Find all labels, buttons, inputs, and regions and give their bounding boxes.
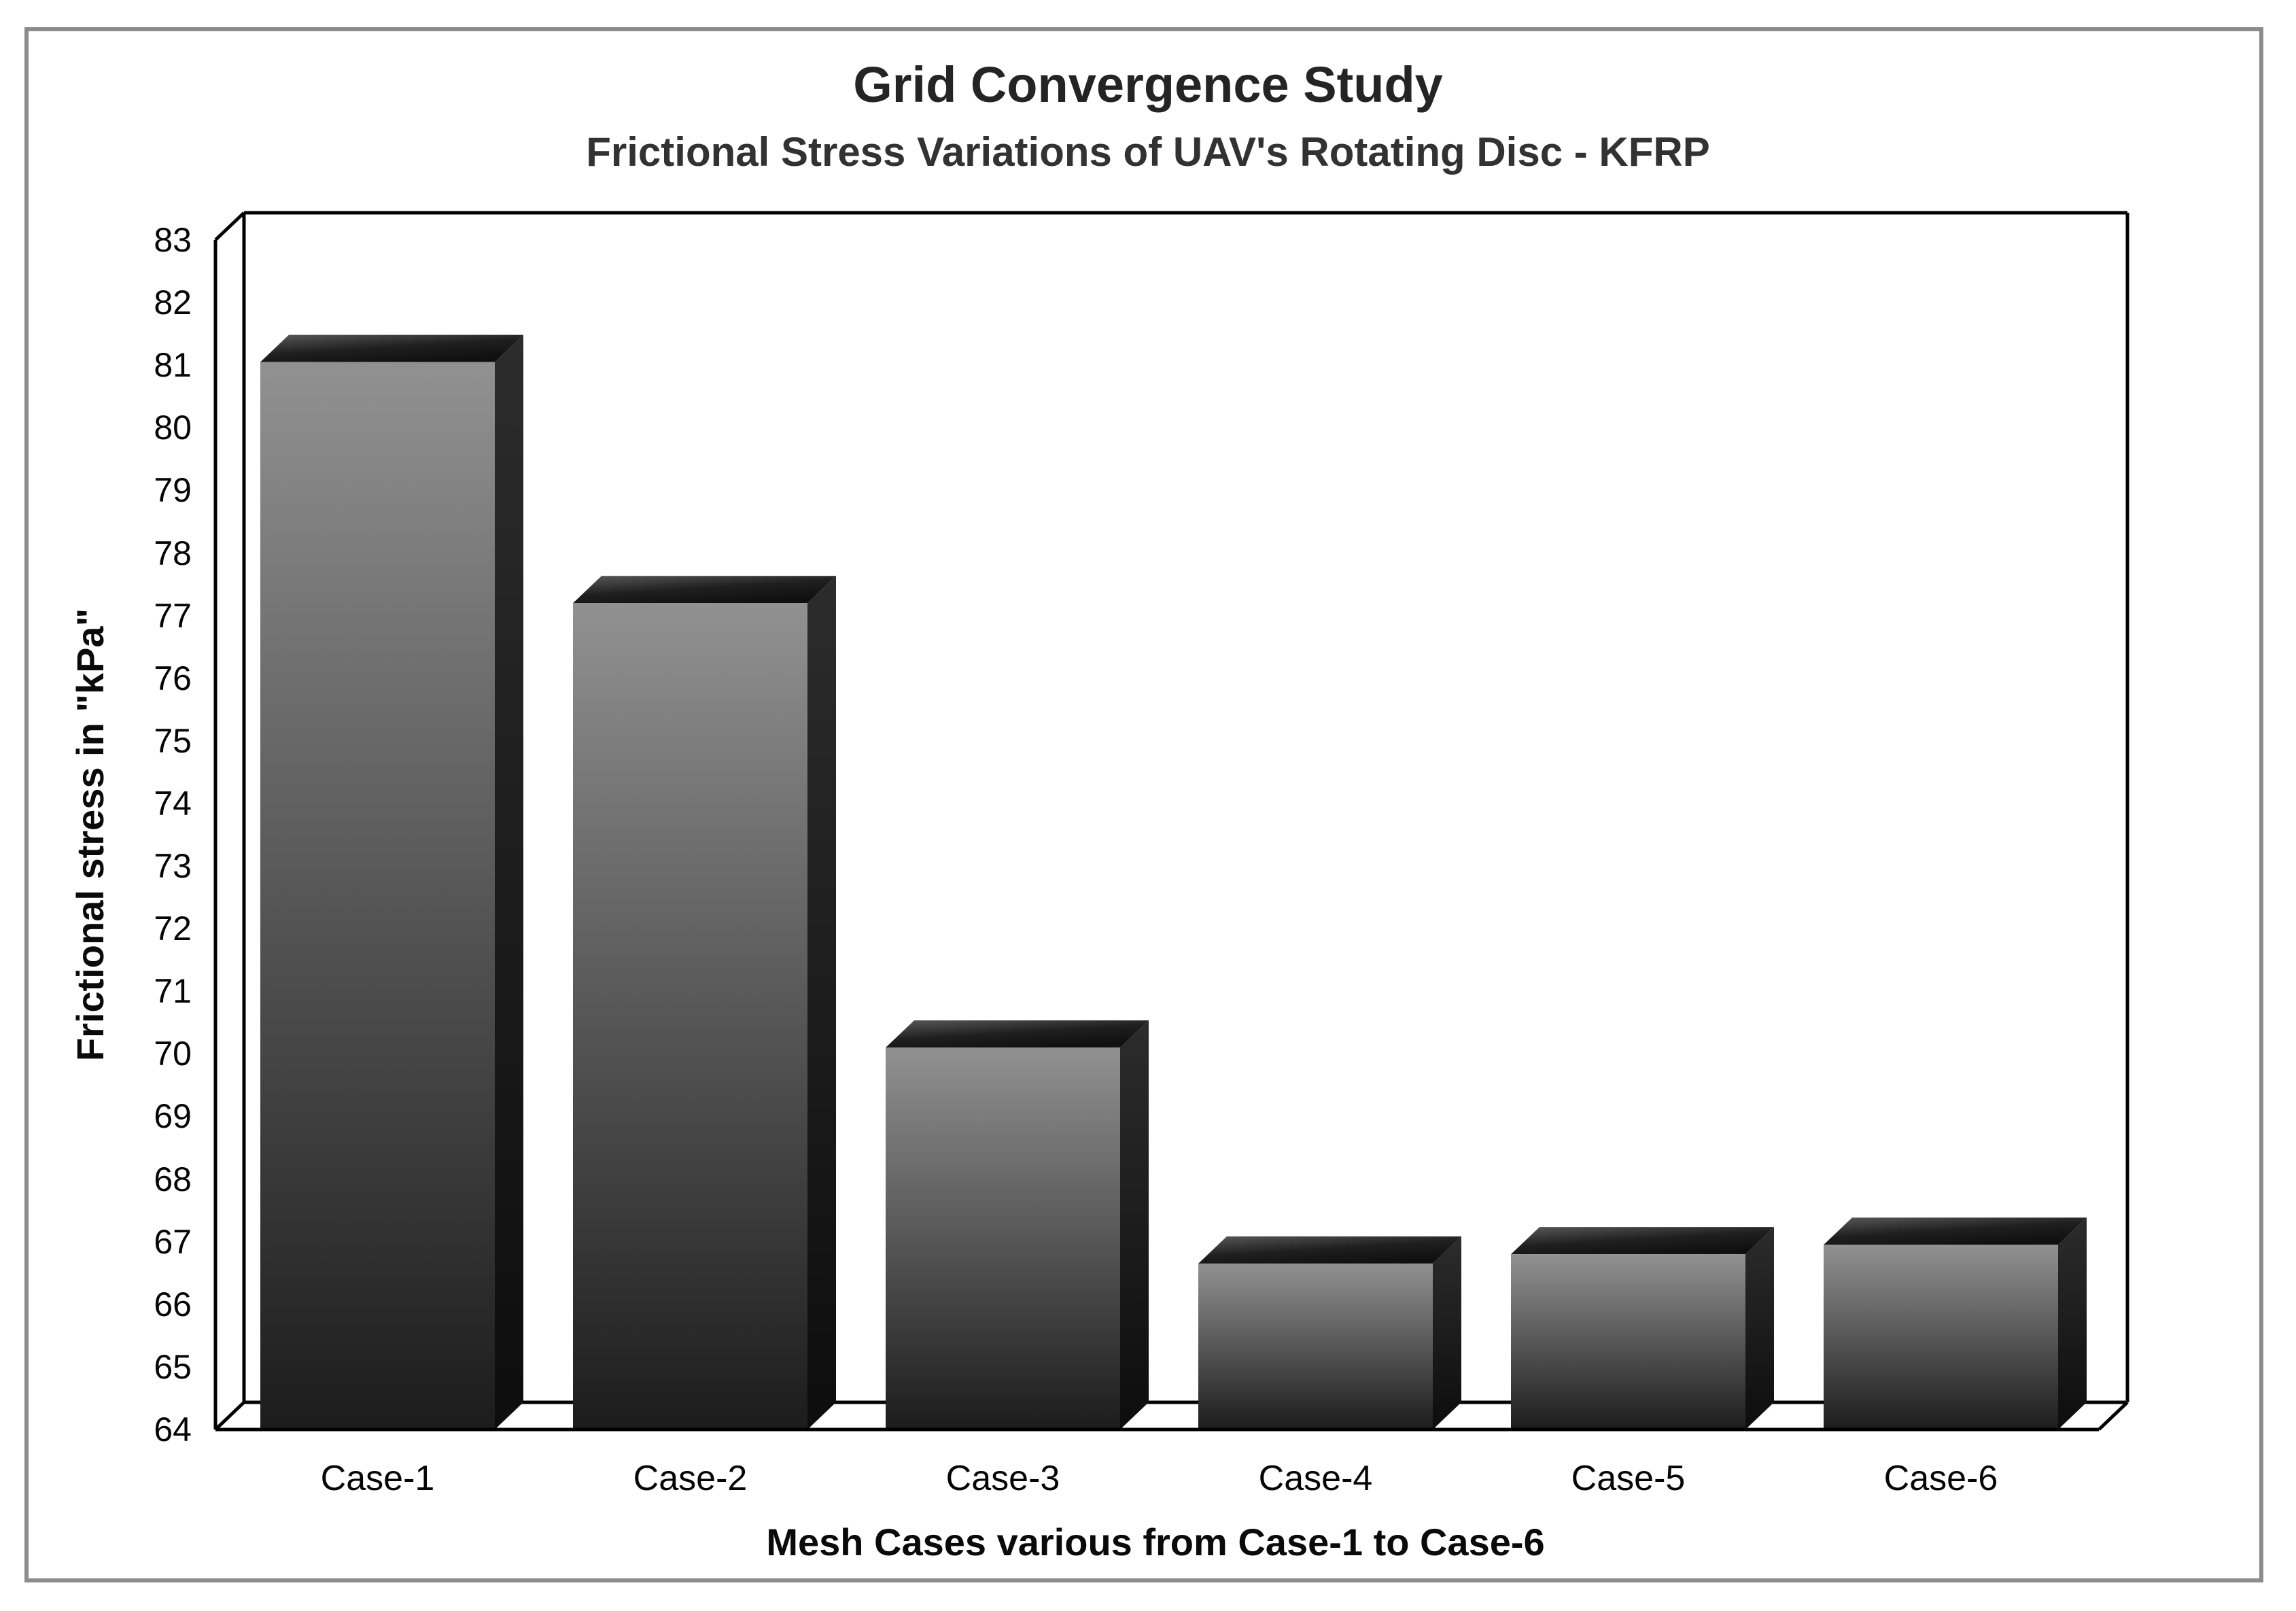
x-tick-label-case-6: Case-6 (1884, 1459, 1998, 1498)
y-tick-label-81: 81 (154, 346, 192, 384)
y-axis-tick-labels: 83 82 81 80 79 78 77 76 75 74 73 72 71 70 69 68 67 66 65 64 (154, 221, 192, 1449)
y-tick-label-83: 83 (154, 221, 192, 259)
bar-case-2-top-face (573, 576, 836, 604)
bar-case-6-side-face (2058, 1217, 2087, 1430)
top-left-depth-line (214, 211, 245, 241)
bar-case-2-front-face (573, 603, 807, 1430)
y-tick-label-76: 76 (154, 659, 192, 697)
y-tick-label-80: 80 (154, 409, 192, 447)
y-tick-label-70: 70 (154, 1035, 192, 1073)
y-tick-label-75: 75 (154, 722, 192, 760)
y-tick-label-71: 71 (154, 972, 192, 1010)
bar-case-3-side-face (1120, 1020, 1149, 1430)
x-tick-label-case-1: Case-1 (321, 1459, 435, 1498)
bar-case-5-front-face (1511, 1254, 1745, 1430)
bar-case-4-top-face (1198, 1236, 1461, 1264)
x-tick-label-case-5: Case-5 (1571, 1459, 1686, 1498)
x-axis-category-labels: Case-1 Case-2 Case-3 Case-4 Case-5 Case-6 (321, 1459, 1998, 1498)
plot-walls (213, 211, 2129, 1431)
bar-case-3-top-face (886, 1020, 1149, 1048)
bar-case-6-top-face (1824, 1217, 2087, 1245)
bar-case-1-side-face (495, 334, 523, 1430)
y-tick-label-65: 65 (154, 1348, 192, 1386)
bar-case-2 (573, 576, 836, 1430)
plot-front-lines (215, 1401, 2129, 1432)
bars-group (260, 334, 2087, 1430)
bar-case-4 (1198, 1236, 1461, 1430)
bar-case-3 (886, 1020, 1149, 1430)
chart-subtitle: Frictional Stress Variations of UAV's Ro… (586, 129, 1709, 175)
y-tick-label-67: 67 (154, 1223, 192, 1261)
bottom-left-depth-line (214, 1401, 245, 1431)
y-tick-label-79: 79 (154, 471, 192, 509)
y-tick-label-64: 64 (154, 1410, 192, 1449)
bar-case-6 (1824, 1217, 2087, 1430)
x-axis-title: Mesh Cases various from Case-1 to Case-6 (766, 1521, 1544, 1563)
x-tick-label-case-4: Case-4 (1259, 1459, 1373, 1498)
bar-case-1-top-face (260, 334, 523, 362)
y-tick-label-73: 73 (154, 847, 192, 885)
y-tick-label-78: 78 (154, 534, 192, 572)
bar-case-5-side-face (1745, 1227, 1774, 1430)
bar-case-4-front-face (1198, 1263, 1433, 1430)
bar-case-4-side-face (1433, 1236, 1461, 1430)
y-tick-label-69: 69 (154, 1097, 192, 1135)
x-tick-label-case-3: Case-3 (946, 1459, 1060, 1498)
bar-case-6-front-face (1824, 1245, 2058, 1430)
y-tick-label-77: 77 (154, 597, 192, 635)
bar-case-1-front-face (260, 362, 495, 1430)
y-tick-label-66: 66 (154, 1285, 192, 1323)
bar-case-5-top-face (1511, 1227, 1774, 1255)
y-tick-label-68: 68 (154, 1160, 192, 1198)
y-axis-title: Frictional stress in "kPa" (69, 608, 111, 1061)
y-tick-label-82: 82 (154, 283, 192, 322)
chart-title: Grid Convergence Study (853, 56, 1443, 113)
y-tick-label-74: 74 (154, 784, 192, 822)
bottom-right-depth-line (2098, 1401, 2129, 1431)
bar-case-2-side-face (807, 576, 836, 1430)
y-tick-label-72: 72 (154, 910, 192, 948)
bar-case-3-front-face (886, 1047, 1120, 1430)
x-tick-label-case-2: Case-2 (633, 1459, 748, 1498)
bar-case-5 (1511, 1227, 1774, 1430)
bar-case-1 (260, 334, 523, 1430)
